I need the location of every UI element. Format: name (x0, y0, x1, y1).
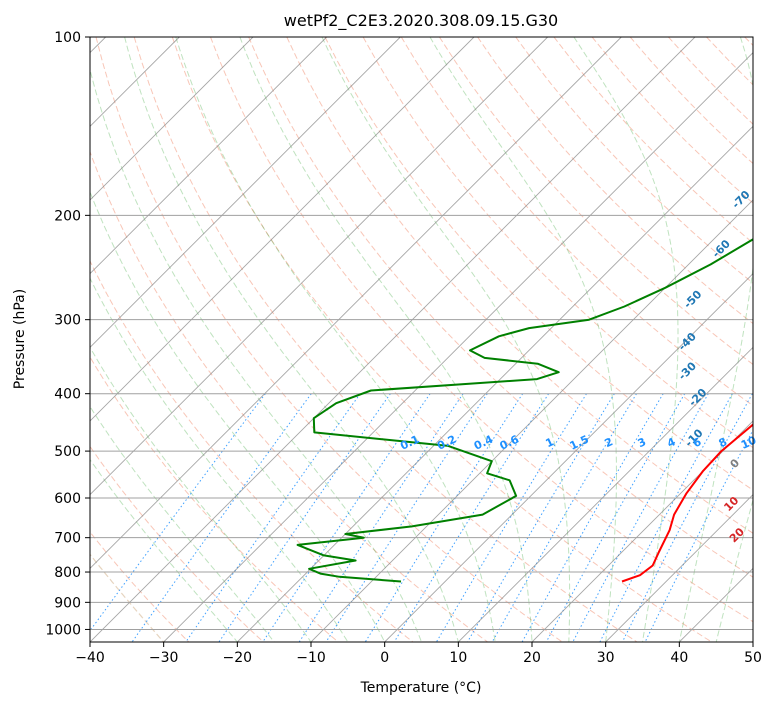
dry-adiabat-line (210, 37, 753, 623)
mixing-ratio-label: 10 (739, 433, 759, 451)
isotherm-line (384, 273, 753, 642)
y-tick-label: 700 (54, 531, 81, 547)
series-lines (296, 238, 753, 583)
y-tick-label: 400 (54, 387, 81, 403)
moist-adiabat-line (175, 37, 496, 642)
mixing-ratio-line (545, 393, 686, 642)
mixing-ratio-line (467, 393, 615, 642)
mixing-ratio-line (262, 393, 431, 642)
x-tick-label: −40 (75, 650, 105, 666)
isotherm-line (605, 494, 753, 642)
x-tick-label: 0 (380, 650, 389, 666)
series-temperature-line (621, 423, 753, 583)
moist-adiabat-line (90, 405, 275, 642)
mixing-ratio-line (90, 393, 266, 632)
isotherm-line (90, 37, 696, 642)
y-axis-title: Pressure (hPa) (12, 289, 28, 389)
mixing-ratio-line (435, 393, 587, 642)
grid-lines (90, 37, 753, 642)
background-lines (90, 37, 753, 642)
isotherm-line (531, 420, 753, 642)
mixing-ratio-line (364, 393, 524, 642)
axes: −40 −30 −20 −10 0 10 20 30 40 50 100 200 300 400 500 60… (45, 30, 762, 666)
x-axis-title: Temperature (°C) (360, 680, 482, 696)
dry-adiabat-line (95, 37, 563, 642)
x-tick-label: 10 (449, 650, 467, 666)
y-tick-label: 300 (54, 313, 81, 329)
y-tick-label: 100 (54, 30, 81, 46)
isotherm-line (163, 52, 753, 642)
x-tick-label: 50 (744, 650, 762, 666)
moist-adiabat-line (573, 37, 679, 642)
moist-adiabat-line (90, 67, 422, 642)
isotherm-line (90, 37, 548, 496)
x-tick-label: −30 (149, 650, 179, 666)
x-tick-label: 40 (670, 650, 688, 666)
mixing-ratio-line (298, 393, 464, 642)
x-tick-label: 30 (597, 650, 615, 666)
plot-area (90, 37, 753, 642)
moist-adiabat-line (321, 37, 571, 642)
isotherm-line (90, 37, 327, 275)
dry-adiabat-line (90, 150, 488, 642)
moist-adiabat-line (239, 37, 533, 642)
mixing-ratio-line (521, 393, 664, 642)
moist-adiabat-line (90, 553, 165, 642)
isotherm-line (90, 37, 254, 201)
mixing-ratio-line (185, 393, 361, 642)
y-tick-label: 500 (54, 444, 81, 460)
mixing-ratio-line (393, 393, 550, 642)
y-tick-label: 1000 (45, 622, 81, 638)
isotherm-line (90, 37, 622, 569)
dry-adiabat-line (90, 356, 339, 642)
moist-adiabat-line (752, 640, 753, 642)
mixing-ratio-line (644, 428, 753, 642)
series-dewpoint-line (296, 238, 753, 583)
moist-adiabat-line (90, 277, 349, 642)
dry-adiabat-line (90, 445, 264, 642)
x-tick-label: −20 (223, 650, 253, 666)
dry-adiabat-line (248, 37, 753, 578)
isotherm-line (90, 37, 401, 348)
chart-title: wetPf2_C2E3.2020.308.09.15.G30 (284, 11, 558, 31)
moist-adiabat-line (124, 37, 459, 642)
mixing-ratio-line (621, 393, 753, 642)
x-tick-label: −10 (296, 650, 326, 666)
dry-adiabat-line (324, 37, 753, 491)
y-tick-label: 600 (54, 491, 81, 507)
moist-adiabat-line (429, 37, 617, 642)
isotherm-line (458, 346, 753, 642)
x-tick-label: 20 (523, 650, 541, 666)
moist-adiabat-line (678, 37, 753, 642)
y-tick-label: 200 (54, 208, 81, 224)
moist-adiabat-line (715, 498, 753, 642)
isotherm-line (90, 37, 475, 422)
y-tick-label: 800 (54, 565, 81, 581)
dry-adiabat-line (133, 37, 638, 642)
dry-adiabat-line (171, 37, 712, 642)
plot-frame (89, 36, 754, 643)
dry-adiabat-line (400, 37, 753, 407)
y-tick-label: 900 (54, 595, 81, 611)
isotherm-line (752, 641, 753, 642)
mixing-ratio-line (131, 393, 312, 642)
isotherm-line (310, 199, 753, 642)
moist-adiabat-line (90, 458, 238, 642)
dry-adiabat-line (286, 37, 753, 534)
dry-adiabat-line (362, 37, 753, 449)
moist-adiabat-line (90, 190, 386, 642)
